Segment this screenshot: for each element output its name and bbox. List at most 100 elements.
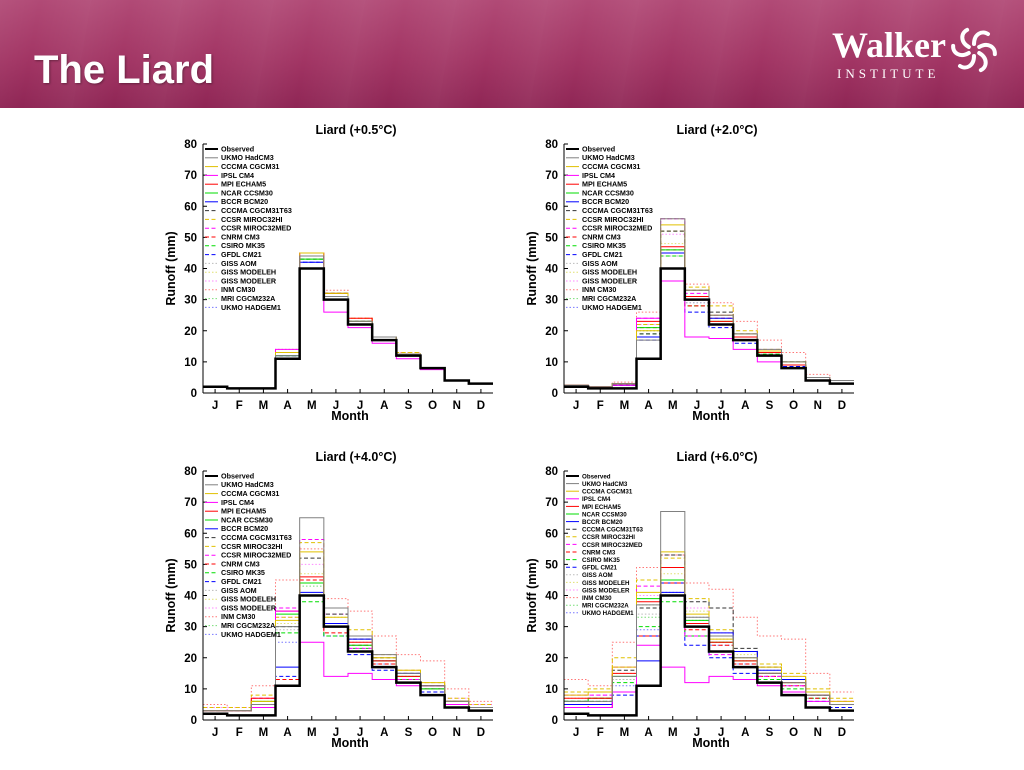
y-tick-label: 20 xyxy=(184,326,197,338)
x-tick-label: M xyxy=(259,727,269,739)
legend-label: NCAR CCSM30 xyxy=(582,188,634,197)
y-axis-label: Runoff (mm) xyxy=(164,231,178,305)
chart-liard-6-0c: 0 10 20 30 40 50 60 70 80 J F M A M J J A S O N D Liard (+6.0… xyxy=(524,445,864,770)
legend-label: UKMO HadCM3 xyxy=(221,480,274,489)
y-tick-label: 70 xyxy=(545,170,558,182)
y-axis-label: Runoff (mm) xyxy=(164,558,178,632)
legend-label: MRI CGCM232A xyxy=(582,294,636,303)
y-axis-label: Runoff (mm) xyxy=(525,231,539,305)
legend-label: GISS MODELEH xyxy=(221,268,276,277)
x-tick-label: N xyxy=(814,727,822,739)
x-tick-label: A xyxy=(741,727,749,739)
walker-institute-logo: Walker INSTITUTE xyxy=(826,24,998,84)
header-texture xyxy=(0,0,1024,108)
series-group xyxy=(564,218,854,390)
x-tick-label: J xyxy=(718,400,724,412)
x-tick-label: F xyxy=(597,727,604,739)
x-tick-label: A xyxy=(380,400,388,412)
x-tick-label: M xyxy=(259,400,269,412)
legend-label: CCCMA CGCM31 xyxy=(221,162,279,171)
legend-label: Observed xyxy=(221,144,254,153)
y-tick-label: 30 xyxy=(184,295,197,307)
legend-label: CCCMA CGCM31 xyxy=(582,162,640,171)
legend-label: IPSL CM4 xyxy=(582,171,615,180)
x-tick-label: N xyxy=(453,400,461,412)
series-group xyxy=(564,510,854,717)
legend-label: NCAR CCSM30 xyxy=(221,515,273,524)
x-tick-label: N xyxy=(453,727,461,739)
chart-title: Liard (+2.0°C) xyxy=(676,123,757,137)
y-tick-label: 40 xyxy=(184,264,197,276)
chart-title: Liard (+6.0°C) xyxy=(676,450,757,464)
legend-label: GFDL CM21 xyxy=(221,250,262,259)
y-tick-label: 60 xyxy=(184,528,197,540)
legend-label: GISS AOM xyxy=(582,259,618,268)
series-line-observed xyxy=(203,267,493,390)
legend-label: CSIRO MK35 xyxy=(582,241,626,250)
legend-label: MRI CGCM232A xyxy=(582,603,629,610)
legend-label: GFDL CM21 xyxy=(221,577,262,586)
legend-label: CCSR MIROC32HI xyxy=(582,215,644,224)
chart-title: Liard (+4.0°C) xyxy=(315,450,396,464)
y-tick-label: 20 xyxy=(184,653,197,665)
y-tick-label: 50 xyxy=(545,559,558,571)
chart-liard-0-5c: 0 10 20 30 40 50 60 70 80 J F M A M J J A S O N D Liard (+0.5… xyxy=(163,118,503,443)
x-tick-label: J xyxy=(573,400,579,412)
legend-label: UKMO HadCM3 xyxy=(221,153,274,162)
chart-svg: 0 10 20 30 40 50 60 70 80 J F M A M J J A S O N D Liard (+0.5… xyxy=(164,123,493,423)
legend-label: UKMO HadCM3 xyxy=(582,481,628,488)
y-tick-label: 70 xyxy=(184,497,197,509)
y-tick-label: 80 xyxy=(184,139,197,151)
y-tick-label: 70 xyxy=(184,170,197,182)
legend-label: CCCMA CGCM31T63 xyxy=(221,206,292,215)
legend-label: GFDL CM21 xyxy=(582,565,618,572)
x-tick-label: A xyxy=(644,727,652,739)
legend-label: CSIRO MK35 xyxy=(221,568,265,577)
series-group xyxy=(203,517,493,717)
slide-title: The Liard xyxy=(34,48,215,92)
x-tick-label: A xyxy=(644,400,652,412)
y-tick-label: 10 xyxy=(545,357,558,369)
legend-label: CCSR MIROC32MED xyxy=(221,551,291,560)
chart-title: Liard (+0.5°C) xyxy=(315,123,396,137)
legend-label: INM CM30 xyxy=(221,285,255,294)
legend-label: CNRM CM3 xyxy=(221,559,260,568)
x-tick-label: J xyxy=(212,400,218,412)
legend-label: UKMO HADGEM1 xyxy=(221,630,281,639)
legend-label: GISS AOM xyxy=(582,572,613,579)
y-axis-label: Runoff (mm) xyxy=(525,558,539,632)
legend-label: CCSR MIROC32MED xyxy=(582,542,643,549)
legend-label: BCCR BCM20 xyxy=(221,197,268,206)
x-tick-label: J xyxy=(333,400,339,412)
x-tick-label: M xyxy=(307,400,317,412)
x-tick-label: F xyxy=(236,400,243,412)
legend-label: GISS MODELER xyxy=(582,587,630,594)
legend-label: CNRM CM3 xyxy=(582,232,621,241)
x-tick-label: J xyxy=(212,727,218,739)
legend-label: CCSR MIROC32HI xyxy=(221,542,283,551)
legend-label: CCSR MIROC32MED xyxy=(582,224,652,233)
legend-label: INM CM30 xyxy=(582,595,612,602)
chart-svg: 0 10 20 30 40 50 60 70 80 J F M A M J J A S O N D Liard (+2.0… xyxy=(525,123,854,423)
x-tick-label: F xyxy=(597,400,604,412)
y-tick-label: 30 xyxy=(545,622,558,634)
legend-label: IPSL CM4 xyxy=(582,496,611,503)
x-tick-label: J xyxy=(573,727,579,739)
x-tick-label: M xyxy=(668,400,678,412)
y-tick-label: 0 xyxy=(552,388,558,400)
legend-label: UKMO HADGEM1 xyxy=(221,303,281,312)
x-tick-label: D xyxy=(477,727,485,739)
legend-label: CSIRO MK35 xyxy=(582,557,620,564)
y-tick-label: 80 xyxy=(545,139,558,151)
legend-label: GISS AOM xyxy=(221,259,257,268)
y-tick-label: 60 xyxy=(184,201,197,213)
legend-label: BCCR BCM20 xyxy=(582,197,629,206)
legend-label: UKMO HadCM3 xyxy=(582,153,635,162)
y-tick-label: 40 xyxy=(545,264,558,276)
series-line-observed xyxy=(203,594,493,717)
y-tick-label: 80 xyxy=(184,466,197,478)
legend-label: Observed xyxy=(582,144,615,153)
legend-label: CCCMA CGCM31T63 xyxy=(221,533,292,542)
x-tick-label: D xyxy=(477,400,485,412)
